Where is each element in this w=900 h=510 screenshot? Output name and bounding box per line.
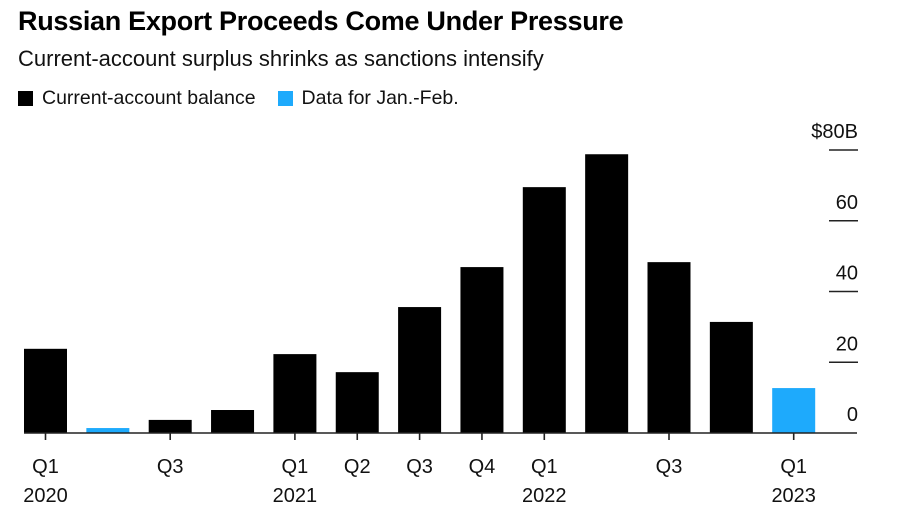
chart-subtitle: Current-account surplus shrinks as sanct…	[18, 46, 544, 71]
legend-item-current-account: Current-account balance	[18, 87, 256, 110]
bar-q4-2021	[460, 267, 504, 433]
legend-label: Data for Jan.-Feb.	[301, 87, 459, 109]
bar-q2-2021	[335, 372, 379, 433]
y-tick-label: 20	[836, 333, 858, 355]
legend-label: Current-account balance	[42, 87, 256, 109]
bar-q4-2020	[211, 410, 255, 433]
bar-q3-2020	[148, 419, 192, 433]
x-tick-label-quarter: Q4	[469, 456, 496, 478]
x-tick-label-quarter: Q1	[32, 456, 59, 478]
bar-q1-2021	[273, 354, 317, 433]
x-tick-label-year: 2023	[771, 485, 816, 507]
chart-title: Russian Export Proceeds Come Under Press…	[18, 6, 624, 36]
bar-q3-2022	[647, 262, 691, 433]
x-tick-label-year: 2021	[273, 485, 318, 507]
legend-item-jan-feb: Data for Jan.-Feb.	[277, 87, 459, 110]
legend: Current-account balance Data for Jan.-Fe…	[18, 87, 481, 110]
legend-swatch-black	[18, 91, 33, 106]
bar-q2-2020	[86, 428, 130, 433]
x-tick-label-year: 2020	[23, 485, 68, 507]
bar-q1-2023	[772, 388, 816, 433]
y-tick-label: 60	[836, 192, 858, 214]
x-tick-label-quarter: Q3	[157, 456, 184, 478]
y-tick-label: 40	[836, 263, 858, 285]
bar-q4-2022	[709, 321, 753, 433]
x-tick-label-quarter: Q3	[656, 456, 683, 478]
bar-q2-2022	[585, 154, 629, 433]
x-tick-label-quarter: Q2	[344, 456, 371, 478]
y-tick-label: $80B	[811, 121, 858, 143]
legend-swatch-blue	[277, 91, 293, 106]
x-tick-label-quarter: Q1	[531, 456, 558, 478]
x-tick-label-quarter: Q1	[780, 456, 807, 478]
y-tick-label: 0	[847, 404, 858, 426]
bar-q3-2021	[398, 307, 442, 433]
x-tick-label-quarter: Q3	[406, 456, 433, 478]
bar-q1-2020	[24, 348, 67, 433]
x-tick-label-year: 2022	[522, 485, 567, 507]
x-tick-label-quarter: Q1	[282, 456, 309, 478]
bar-q1-2022	[522, 187, 566, 433]
